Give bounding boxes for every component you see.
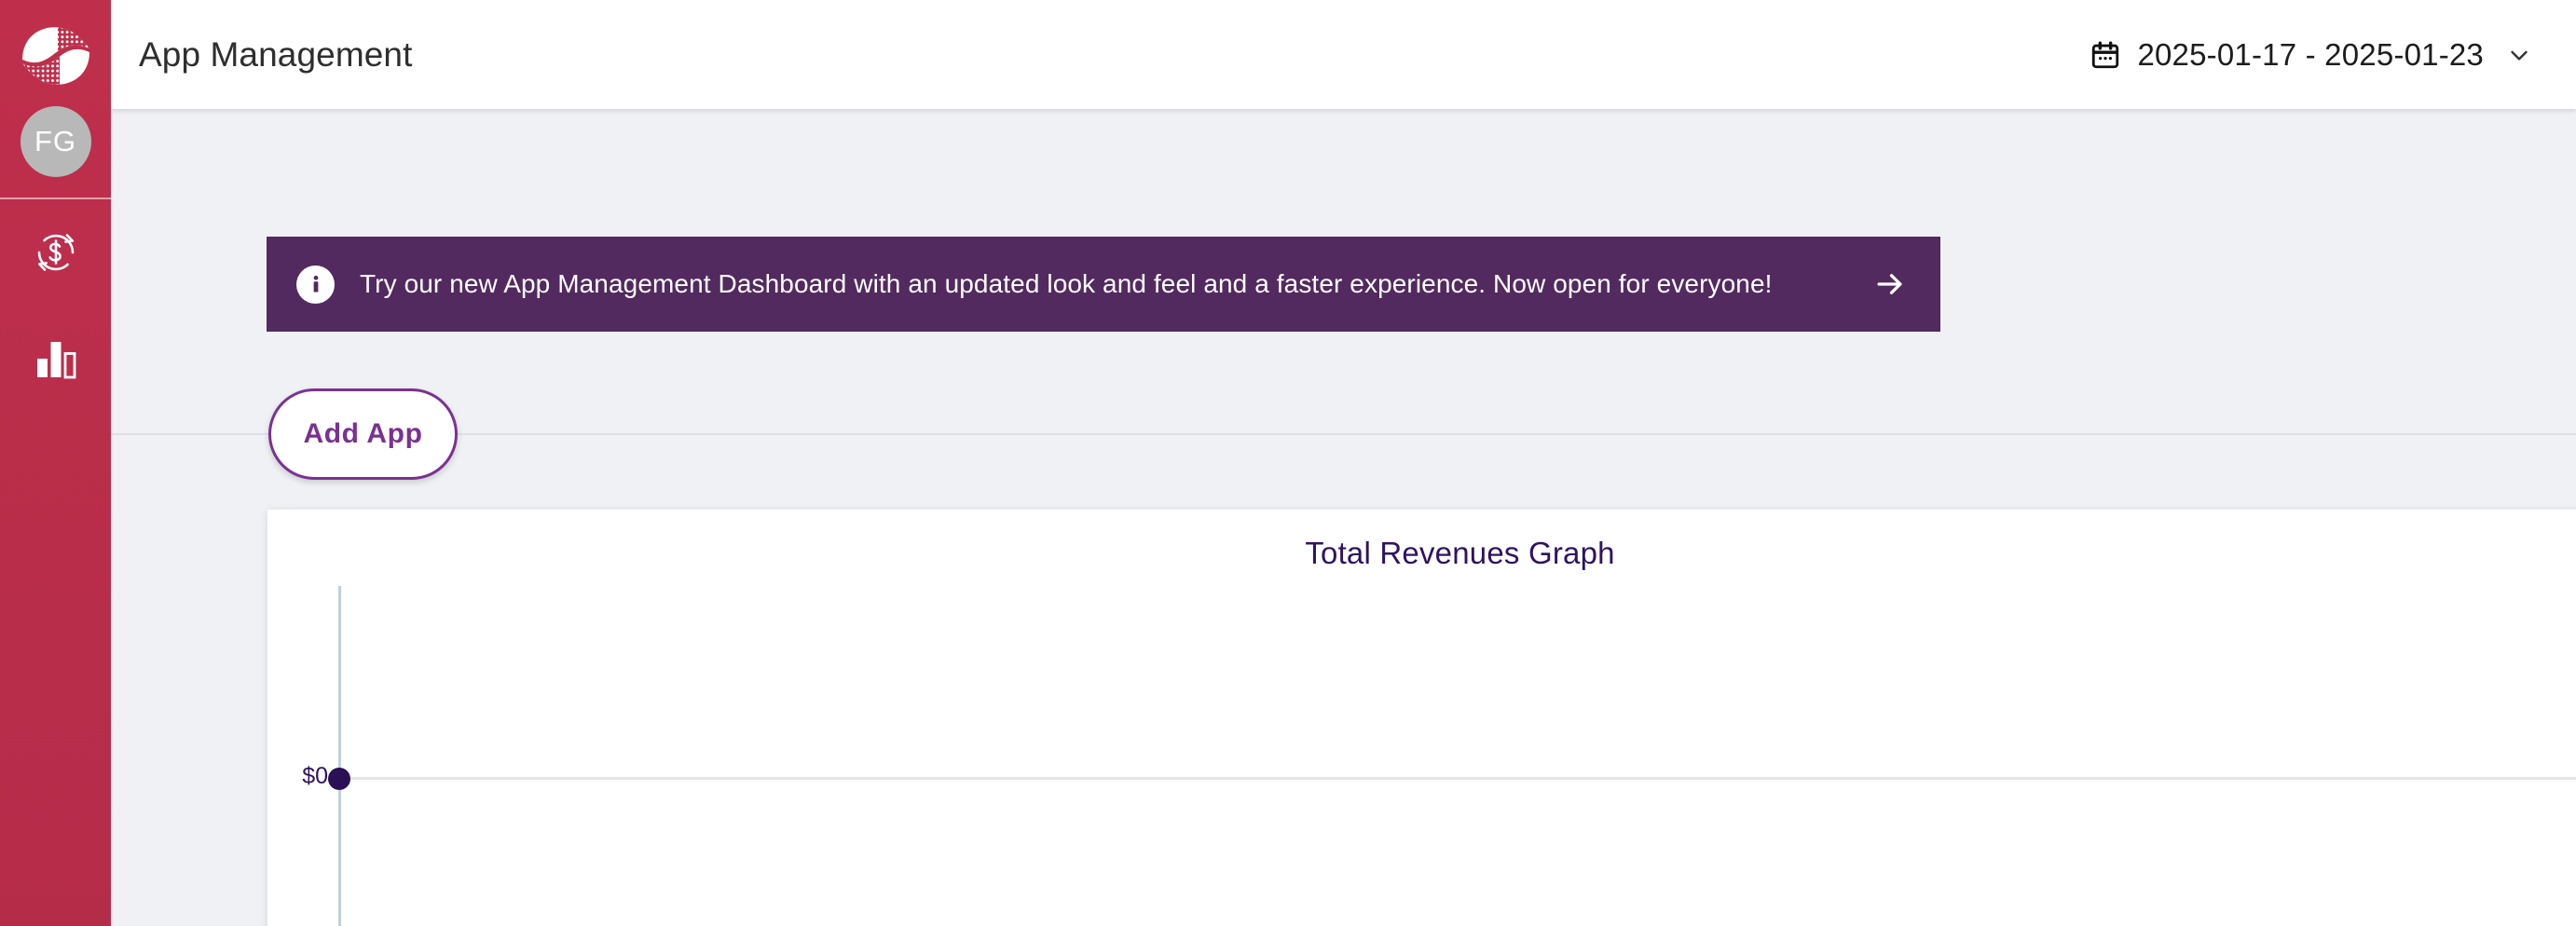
info-icon (296, 265, 335, 304)
sidebar-item-reports[interactable] (0, 306, 111, 412)
chart-gridline-zero (338, 777, 2576, 780)
sidebar-item-revenue[interactable] (0, 199, 111, 306)
promo-banner-message: Try our new App Management Dashboard wit… (360, 269, 1773, 298)
chart-y-tick-label: $0 (302, 763, 328, 789)
avatar-initials: FG (34, 125, 77, 157)
chart-data-point[interactable] (328, 768, 350, 790)
company-logo[interactable] (12, 17, 100, 95)
add-app-button[interactable]: Add App (268, 388, 458, 480)
total-revenues-chart-card: Total Revenues Graph (267, 510, 2576, 926)
calendar-icon (2090, 39, 2121, 71)
avatar[interactable]: FG (20, 106, 91, 177)
arrow-right-icon[interactable] (1870, 264, 1911, 305)
dollar-refresh-icon (37, 234, 74, 271)
bar-chart-icon (36, 342, 75, 379)
sidebar-divider (0, 197, 111, 199)
toolbar-divider (111, 433, 2576, 435)
date-range-value: 2025-01-17 - 2025-01-23 (2137, 36, 2484, 72)
chart-title: Total Revenues Graph (1305, 536, 1615, 570)
date-range-picker[interactable]: 2025-01-17 - 2025-01-23 (2086, 32, 2537, 78)
topbar: App Management 2025-01-17 - 2025-01-23 (111, 0, 2576, 109)
main-content: Try our new App Management Dashboard wit… (111, 109, 2576, 926)
company-logo-icon (21, 27, 89, 85)
promo-banner[interactable]: Try our new App Management Dashboard wit… (267, 237, 1940, 332)
main-column: App Management 2025-01-17 - 2025-01-23 (111, 0, 2576, 926)
chart-y-axis (338, 586, 341, 926)
page-title: App Management (139, 34, 413, 74)
sidebar: FG (0, 0, 111, 926)
chevron-down-icon[interactable] (2505, 41, 2533, 69)
